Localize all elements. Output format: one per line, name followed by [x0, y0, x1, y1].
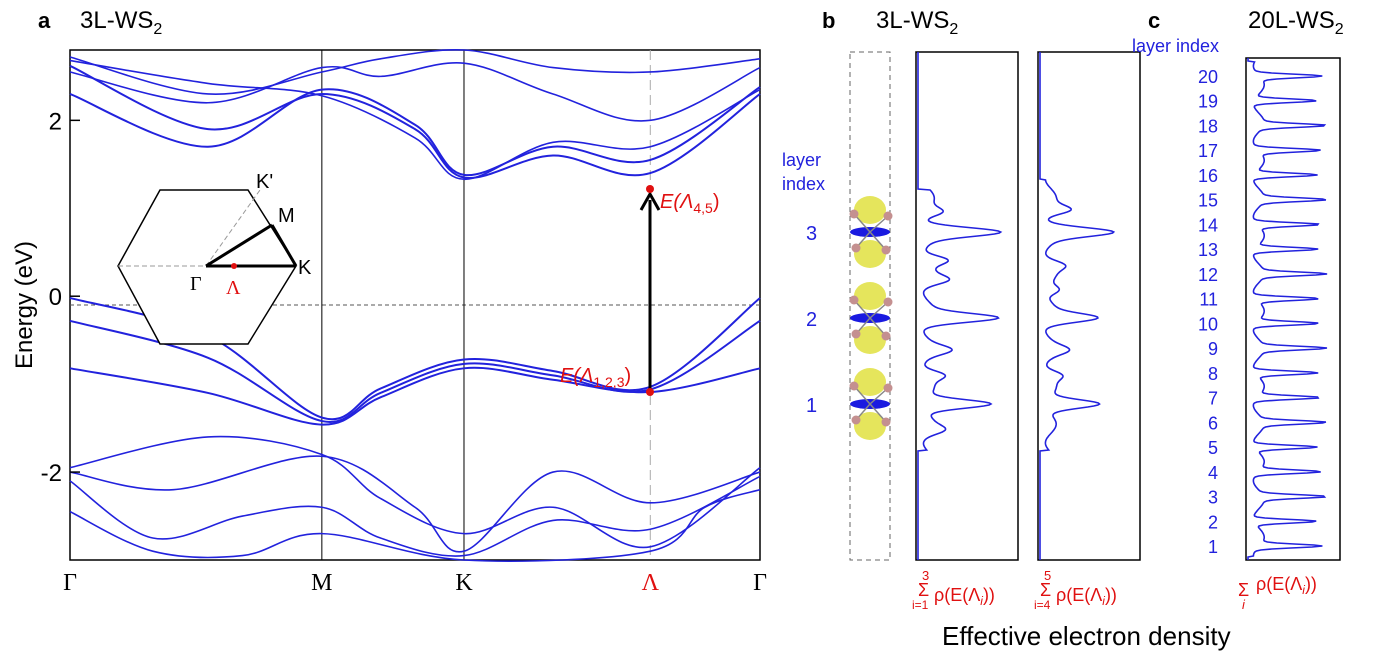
layer-index-title-line1: layer: [782, 150, 821, 170]
layer-index-label: 18: [1198, 116, 1218, 136]
layer-index-label: 5: [1208, 438, 1218, 458]
layer-index-label: 19: [1198, 92, 1218, 112]
band-line: [69, 455, 761, 553]
sum-label-1: 3 Σ i=1 ρ(E(Λi)): [912, 568, 995, 612]
layer-index-label: 10: [1198, 314, 1218, 334]
upper-point-marker: [646, 185, 654, 193]
layer-structure: [849, 282, 893, 354]
layer-structure: [849, 368, 893, 440]
layer-index-label: 2: [806, 309, 817, 331]
panel-b-letter: b: [822, 8, 835, 33]
svg-text:Σ: Σ: [918, 580, 929, 600]
common-x-label: Effective electron density: [942, 621, 1231, 651]
sum-label-2: 5 Σ i=4 ρ(E(Λi)): [1034, 568, 1117, 612]
bz-m-label: M: [278, 205, 295, 227]
lower-point-label: E(Λ1,2,3): [560, 365, 631, 390]
sum-label-3: Σ i ρ(E(Λi)): [1238, 574, 1317, 612]
layer-index-label: 4: [1208, 463, 1218, 483]
bz-gamma-label: Γ: [190, 273, 202, 295]
density-plot-2-frame: [1037, 51, 1141, 561]
layer-index-label: 20: [1198, 67, 1218, 87]
bz-k-prime-label: K': [256, 171, 273, 193]
svg-text:ρ(E(Λi)): ρ(E(Λi)): [1256, 574, 1317, 597]
structure-box: [849, 51, 891, 561]
kpoint-label: M: [311, 570, 332, 596]
band-line: [69, 59, 761, 181]
kpoint-label: K: [455, 570, 473, 596]
layer-structures: [849, 196, 893, 440]
panel-b: layer index 3 2 1 3 Σ i=1 ρ(E(Λi)) 5 Σ i=4…: [782, 51, 1141, 612]
upper-point-label: E(Λ4,5): [660, 191, 719, 216]
svg-text:ρ(E(Λi)): ρ(E(Λi)): [934, 585, 995, 608]
density-curve-1: [917, 52, 1003, 560]
band-line: [69, 48, 761, 95]
band-line: [69, 64, 761, 179]
y-tick-label: -2: [41, 460, 62, 487]
panel-c: layer index 2019181716151413121110987654…: [1132, 36, 1341, 612]
kpoint-label: Λ: [642, 570, 660, 596]
band-structure-chart: 2 0 -2 Γ M K Λ Γ Energy (eV) E(Λ4,5) E(Λ1,2,3)…: [11, 48, 767, 596]
layer-index-label: 3: [1208, 488, 1218, 508]
svg-text:5: 5: [1044, 568, 1051, 583]
layer-index-label: 7: [1208, 389, 1218, 409]
transition-arrow-head: [639, 190, 661, 211]
svg-text:ρ(E(Λi)): ρ(E(Λi)): [1056, 585, 1117, 608]
layer-index-label: 6: [1208, 413, 1218, 433]
density-curve-3: [1247, 58, 1328, 560]
svg-text:i=4: i=4: [1034, 598, 1051, 612]
layer-index-label: 12: [1198, 265, 1218, 285]
panel-c-title: 20L-WS2: [1248, 7, 1344, 38]
layer-index-label: 9: [1208, 339, 1218, 359]
y-tick-label: 0: [49, 284, 62, 311]
bz-lambda-label: Λ: [226, 277, 241, 299]
layer-index-label: 1: [806, 395, 817, 417]
kpoint-label: Γ: [63, 570, 77, 596]
bz-lambda-marker: [231, 263, 237, 269]
kpoint-label: Γ: [753, 570, 767, 596]
bz-k-label: K: [298, 257, 312, 279]
brillouin-zone-inset: K' M K Γ Λ: [117, 171, 312, 345]
band-line: [69, 435, 761, 549]
lower-point-marker: [646, 388, 654, 396]
layer-structure: [849, 196, 893, 268]
density-curve-2: [1039, 52, 1116, 560]
layer-index-label: 16: [1198, 166, 1218, 186]
panel-c-letter: c: [1148, 8, 1160, 33]
c-layer-index-title: layer index: [1132, 36, 1219, 56]
y-ticks: 2 0 -2: [41, 108, 80, 487]
band-line: [69, 475, 761, 557]
bz-m-k: [270, 224, 298, 267]
layer-index-label: 13: [1198, 240, 1218, 260]
layer-index-label: 15: [1198, 191, 1218, 211]
svg-text:3: 3: [922, 568, 929, 583]
panel-a-letter: a: [38, 8, 51, 33]
band-line: [69, 86, 761, 177]
layer-index-label: 14: [1198, 215, 1218, 235]
band-line: [69, 488, 761, 562]
density-plot-1-frame: [915, 51, 1019, 561]
svg-text:i: i: [1242, 597, 1246, 612]
layer-index-title-line2: index: [782, 174, 825, 194]
bz-gamma-m: [205, 223, 273, 268]
y-tick-label: 2: [49, 108, 62, 135]
svg-text:i=1: i=1: [912, 598, 929, 612]
band-line: [69, 62, 761, 122]
band-line: [69, 366, 761, 426]
layer-index-label: 11: [1199, 290, 1218, 310]
layer-index-label: 17: [1198, 141, 1218, 161]
svg-text:Σ: Σ: [1040, 580, 1051, 600]
layer-index-label: 1: [1208, 537, 1218, 557]
panel-b-title: 3L-WS2: [876, 7, 958, 38]
layer-index-label: 8: [1208, 364, 1218, 384]
layer-index-label: 2: [1208, 512, 1218, 532]
panel-a-title: 3L-WS2: [80, 7, 162, 38]
layer-index-label: 3: [806, 223, 817, 245]
svg-text:Σ: Σ: [1238, 580, 1249, 600]
y-axis-label: Energy (eV): [11, 241, 38, 369]
density-plot-3-frame: [1245, 57, 1341, 561]
